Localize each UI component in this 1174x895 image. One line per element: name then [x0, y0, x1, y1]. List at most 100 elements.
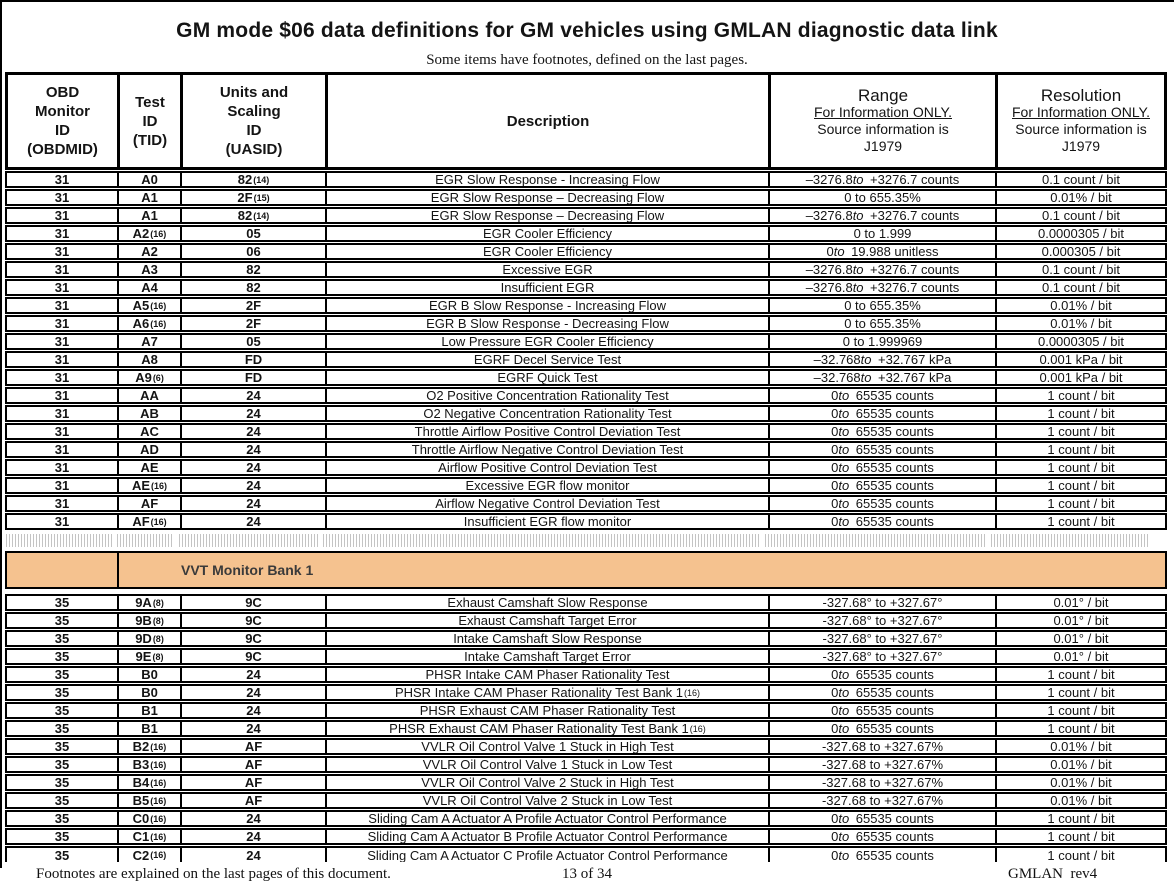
- cell-description: EGR B Slow Response - Decreasing Flow: [327, 317, 770, 330]
- table-row: 31 A4 82 Insufficient EGR –3276.8 to +3276.7…: [5, 279, 1167, 296]
- cell-text: 1 count / bit: [1047, 443, 1115, 456]
- page-left-border: [0, 0, 2, 868]
- header-line: (OBDMID): [27, 141, 98, 158]
- cell-text: 65535 counts: [855, 812, 934, 825]
- cell-description: EGR Slow Response - Increasing Flow: [327, 173, 770, 186]
- cell-range: 0 to 655.35%: [770, 317, 997, 330]
- cell-text: 9C: [245, 632, 262, 645]
- cell-text: 1 count / bit: [1047, 461, 1115, 474]
- cell-uasid: 24: [182, 704, 327, 717]
- table-row: 35 9A (8) 9C Exhaust Camshaft Slow Response -…: [5, 594, 1167, 611]
- cell-description: O2 Negative Concentration Rationality Te…: [327, 407, 770, 420]
- cell-range: 0 to 65535 counts: [770, 686, 997, 699]
- cell-text: 35: [54, 758, 70, 771]
- cell-text: 31: [54, 245, 70, 258]
- cell-resolution: 1 count / bit: [997, 668, 1165, 681]
- cell-text: Sliding Cam A Actuator C Profile Actuato…: [367, 848, 728, 862]
- cell-text: A9: [135, 371, 152, 384]
- cell-text: Exhaust Camshaft Target Error: [458, 614, 637, 627]
- cell-resolution: 1 count / bit: [997, 848, 1165, 862]
- table-row: 31 AB 24 O2 Negative Concentration Rational…: [5, 405, 1167, 422]
- cell-tid: 9D (8): [119, 632, 182, 645]
- hatched-segment: [765, 534, 986, 547]
- page-footer: Footnotes are explained on the last page…: [0, 864, 1174, 888]
- cell-text: 65535 counts: [855, 407, 934, 420]
- cell-text: A3: [141, 263, 158, 276]
- cell-text: 0.000305 / bit: [1041, 245, 1121, 258]
- cell-text: 1 count / bit: [1047, 389, 1115, 402]
- cell-tid: AD: [119, 443, 182, 456]
- cell-range: 0 to 65535 counts: [770, 443, 997, 456]
- cell-text: 31: [54, 461, 70, 474]
- cell-tid: A4: [119, 281, 182, 294]
- cell-range: -327.68 to +327.67%: [770, 776, 997, 789]
- cell-uasid: FD: [182, 371, 327, 384]
- cell-uasid: AF: [182, 794, 327, 807]
- cell-obdmid: 31: [7, 317, 119, 330]
- table-row: 31 AE 24 Airflow Positive Control Deviation…: [5, 459, 1167, 476]
- header-range: Range For Information ONLY. Source infor…: [771, 75, 998, 167]
- cell-resolution: 1 count / bit: [997, 704, 1165, 717]
- cell-description: PHSR Intake CAM Phaser Rationality Test …: [327, 686, 770, 699]
- cell-text: –3276.8: [805, 173, 853, 186]
- cell-range: 0 to 655.35%: [770, 191, 997, 204]
- cell-description: Excessive EGR: [327, 263, 770, 276]
- hatched-segment: [6, 534, 112, 547]
- page-title: GM mode $06 data definitions for GM vehi…: [176, 19, 998, 42]
- header-line: (UASID): [225, 141, 283, 158]
- cell-resolution: 1 count / bit: [997, 443, 1165, 456]
- cell-obdmid: 35: [7, 632, 119, 645]
- cell-text: 0.01% / bit: [1050, 794, 1112, 807]
- table-body: 31 A0 82 (14) EGR Slow Response - Increasing…: [5, 171, 1167, 862]
- cell-tid: A1: [119, 209, 182, 222]
- cell-text: –3276.8: [805, 281, 853, 294]
- header-line: Monitor: [35, 103, 90, 120]
- cell-text: EGRF Quick Test: [497, 371, 598, 384]
- cell-description: VVLR Oil Control Valve 2 Stuck in High T…: [327, 776, 770, 789]
- cell-text: 35: [54, 722, 70, 735]
- cell-text: 35: [54, 632, 70, 645]
- header-resolution-info: For Information ONLY.: [1012, 104, 1150, 120]
- cell-description: EGRF Decel Service Test: [327, 353, 770, 366]
- section-header-label: VVT Monitor Bank 1: [181, 562, 314, 578]
- cell-obdmid: 35: [7, 758, 119, 771]
- cell-text: 0.01% / bit: [1050, 317, 1112, 330]
- header-line: Test: [135, 93, 165, 111]
- cell-text: -327.68 to +327.67%: [821, 776, 944, 789]
- cell-text: 0: [831, 830, 839, 843]
- cell-uasid: 24: [182, 407, 327, 420]
- cell-description: Exhaust Camshaft Target Error: [327, 614, 770, 627]
- cell-text: EGR B Slow Response - Increasing Flow: [429, 299, 666, 312]
- cell-tid: AE: [119, 461, 182, 474]
- cell-uasid: 2F (15): [182, 191, 327, 204]
- cell-text: +3276.7 counts: [870, 173, 960, 186]
- table-row: 35 9E (8) 9C Intake Camshaft Target Error -32…: [5, 648, 1167, 665]
- cell-range: -327.68° to +327.67°: [770, 596, 997, 609]
- table-row: 31 AF 24 Airflow Negative Control Deviation…: [5, 495, 1167, 512]
- cell-text: 24: [246, 722, 261, 735]
- cell-resolution: 0.1 count / bit: [997, 281, 1165, 294]
- cell-uasid: 05: [182, 335, 327, 348]
- cell-text: A0: [141, 173, 158, 186]
- cell-text: 0.1 count / bit: [1041, 173, 1121, 186]
- cell-range: –3276.8 to +3276.7 counts: [770, 173, 997, 186]
- cell-text: 0: [831, 479, 839, 492]
- footer-doc-version: GMLAN rev4: [1008, 866, 1098, 882]
- cell-range: 0 to 65535 counts: [770, 407, 997, 420]
- cell-tid: 9B (8): [119, 614, 182, 627]
- cell-text: 1 count / bit: [1047, 425, 1115, 438]
- cell-text: Airflow Positive Control Deviation Test: [438, 461, 657, 474]
- cell-text: Intake Camshaft Target Error: [464, 650, 631, 663]
- cell-range: -327.68 to +327.67%: [770, 794, 997, 807]
- cell-text: -327.68° to +327.67°: [822, 650, 943, 663]
- cell-uasid: 24: [182, 668, 327, 681]
- cell-range: –32.768 to +32.767 kPa: [770, 371, 997, 384]
- cell-text: 31: [54, 317, 70, 330]
- cell-text: B5: [132, 794, 150, 807]
- cell-uasid: 24: [182, 461, 327, 474]
- header-line: ID: [142, 112, 158, 130]
- cell-text: 31: [54, 335, 70, 348]
- cell-text: -327.68 to +327.67%: [821, 794, 944, 807]
- header-resolution-title: Resolution: [1040, 86, 1122, 105]
- cell-text: -327.68 to +327.67%: [821, 740, 944, 753]
